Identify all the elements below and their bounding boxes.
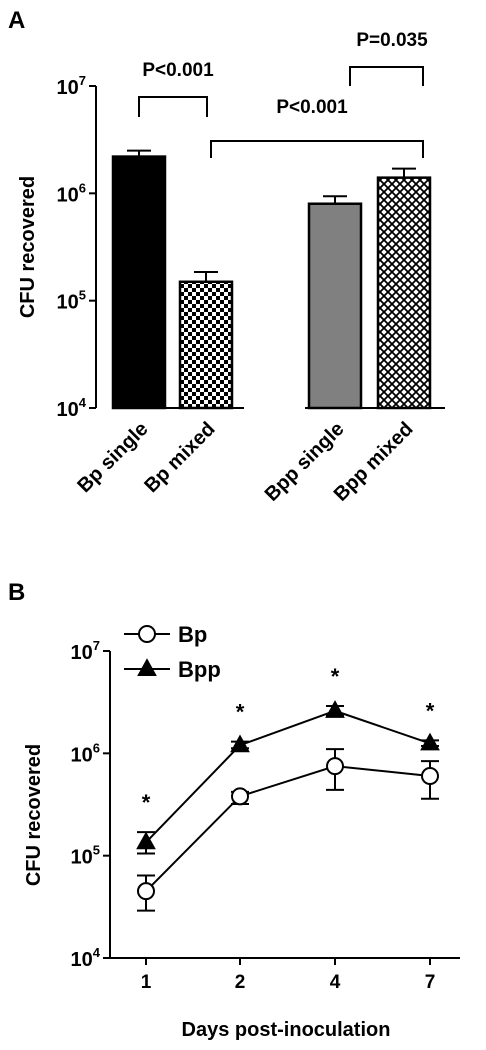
y-tick-label: 105	[71, 843, 100, 869]
comparison-bracket	[138, 96, 208, 117]
series-line-bpp	[145, 709, 431, 844]
significance-asterisk: *	[426, 698, 435, 723]
data-point-bpp	[420, 732, 440, 751]
bar	[307, 202, 363, 410]
y-tick-label: 107	[57, 73, 86, 99]
panel-label: B	[8, 579, 25, 606]
x-tick-label: 7	[425, 972, 436, 993]
x-tick-label: Bp mixed	[140, 418, 219, 497]
data-point-bp	[326, 757, 344, 776]
legend-label-bpp: Bpp	[178, 657, 221, 682]
significance-asterisk: *	[331, 664, 340, 689]
y-tick-label: 106	[57, 180, 86, 206]
bar	[376, 176, 432, 410]
legend-marker-bp	[138, 625, 156, 643]
significance-asterisk: *	[236, 700, 245, 725]
legend-marker-bpp	[137, 658, 157, 676]
y-tick-label: 106	[71, 740, 100, 766]
comparison-p-value: P=0.035	[356, 30, 428, 51]
legend-label-bp: Bp	[178, 622, 207, 647]
data-point-bpp	[325, 700, 345, 718]
x-tick-label: 2	[235, 972, 246, 993]
data-point-bp	[231, 787, 249, 806]
y-tick-label: 107	[71, 638, 100, 664]
x-tick-label: 4	[330, 972, 341, 993]
comparison-bracket	[349, 66, 424, 86]
x-axis-label: Days post-inoculation	[182, 1019, 391, 1041]
y-axis-label: CFU recovered	[23, 744, 45, 886]
y-tick-label: 104	[71, 945, 101, 971]
data-point-bp	[421, 767, 439, 786]
legend: Bp Bpp	[124, 622, 221, 682]
x-tick-label: 1	[141, 972, 152, 993]
data-point-bpp	[230, 734, 250, 753]
bar	[178, 280, 234, 410]
y-tick-label: 105	[57, 288, 86, 314]
comparison-p-value: P<0.001	[142, 60, 214, 81]
data-point-bp	[137, 882, 155, 901]
panel-label: A	[8, 7, 25, 34]
comparison-p-value: P<0.001	[276, 97, 348, 118]
series-line-bp	[145, 765, 431, 892]
panel-b-chart: B 104 105 106 107 1 2 4 7 Days post-inoculation CF…	[8, 579, 460, 1041]
y-tick-label: 104	[57, 395, 87, 421]
significance-asterisk: *	[142, 790, 151, 815]
bar	[111, 155, 167, 410]
comparison-bracket	[210, 140, 424, 158]
x-tick-label: Bp single	[73, 418, 152, 497]
y-axis-label: CFU recovered	[17, 176, 39, 318]
data-point-bpp	[136, 831, 156, 850]
